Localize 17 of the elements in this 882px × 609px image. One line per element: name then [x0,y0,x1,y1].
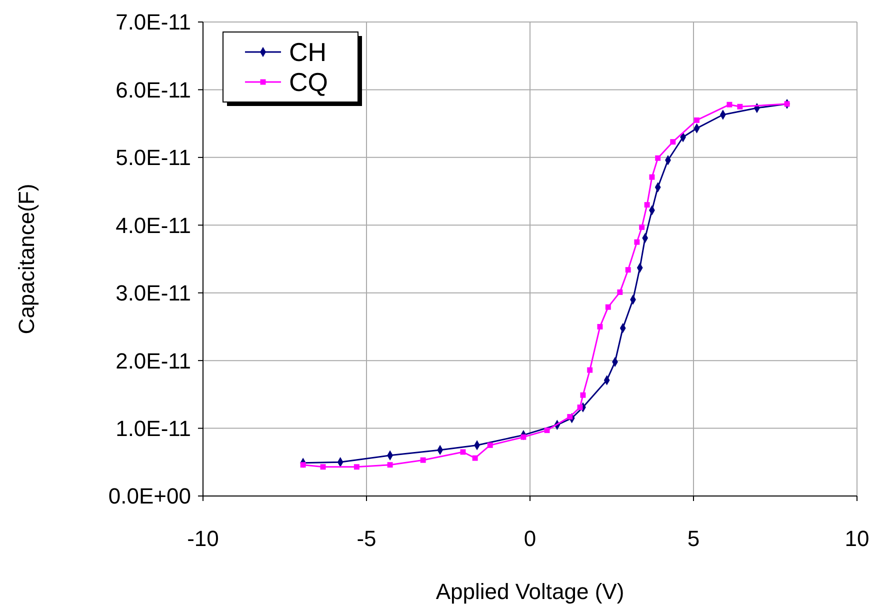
y-tick-label: 0.0E+00 [108,484,191,509]
y-tick-label: 3.0E-11 [116,280,191,306]
y-tick-label: 7.0E-11 [116,10,191,35]
y-axis-title: Capacitance(F) [14,184,39,334]
x-tick-label: 0 [524,526,536,551]
x-tick-label: -5 [356,526,376,551]
y-tick-label: 1.0E-11 [116,416,191,441]
x-tick-label: 10 [844,526,870,551]
y-tick-label: 5.0E-11 [116,145,191,170]
y-tick-label: 2.0E-11 [116,348,191,374]
x-tick-label: -10 [187,526,219,551]
legend-label: CQ [289,67,328,98]
legend-label: CH [289,37,327,68]
x-axis-title: Applied Voltage (V) [436,579,624,604]
y-tick-label: 6.0E-11 [116,77,191,102]
x-tick-label: 5 [687,526,700,551]
y-tick-label: 4.0E-11 [116,212,191,238]
